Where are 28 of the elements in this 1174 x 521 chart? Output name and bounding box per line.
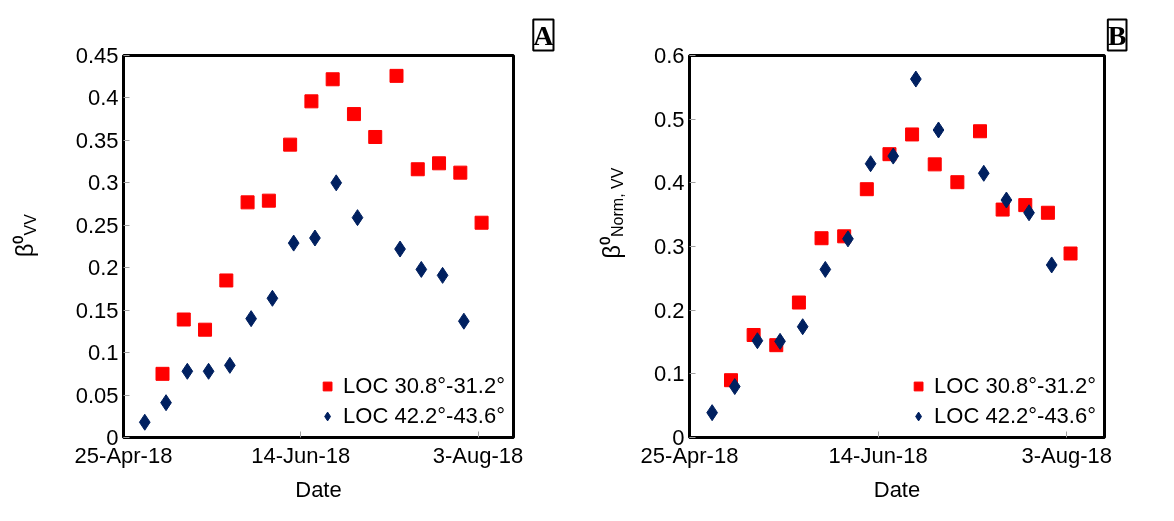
legend-label: LOC 30.8°-31.2° [934,373,1096,399]
y-tick-label: 0.3 [653,234,685,259]
y-tick-label: 0.4 [87,85,119,111]
x-tick-label: 3-Aug-18 [432,442,524,468]
x-axis-title: Date [295,476,342,502]
y-tick-label: 0.35 [75,127,119,153]
chart-title: A [533,19,555,51]
y-tick-label: 0.1 [653,361,685,387]
y-tick-label: 0.25 [75,212,119,238]
x-tick-label: 14-Jun-18 [251,442,351,468]
y-axis-title: β⁰Norm, VV [598,167,627,259]
y-tick-label: 0.2 [87,255,119,281]
x-axis-title: Date [873,476,921,502]
y-tick-label: 0.5 [653,106,685,132]
legend-label: LOC 42.2°-43.6° [934,403,1096,429]
y-axis-title: β⁰VV [11,213,40,258]
y-tick-label: 0.15 [75,297,119,323]
x-tick-label: 14-Jun-18 [828,442,928,468]
y-tick-label: 0.05 [75,382,119,408]
x-tick-label: 3-Aug-18 [1021,442,1113,468]
y-tick-label: 0.45 [75,43,119,68]
y-tick-label: 0.6 [653,43,685,68]
y-tick-label: 0.3 [87,170,119,196]
legend-label: LOC 42.2°-43.6° [343,403,505,429]
y-tick-label: 0.2 [653,297,685,323]
legend-label: LOC 30.8°-31.2° [343,373,505,399]
y-tick-label: 0.4 [653,170,685,196]
y-tick-label: 0.1 [87,340,119,366]
